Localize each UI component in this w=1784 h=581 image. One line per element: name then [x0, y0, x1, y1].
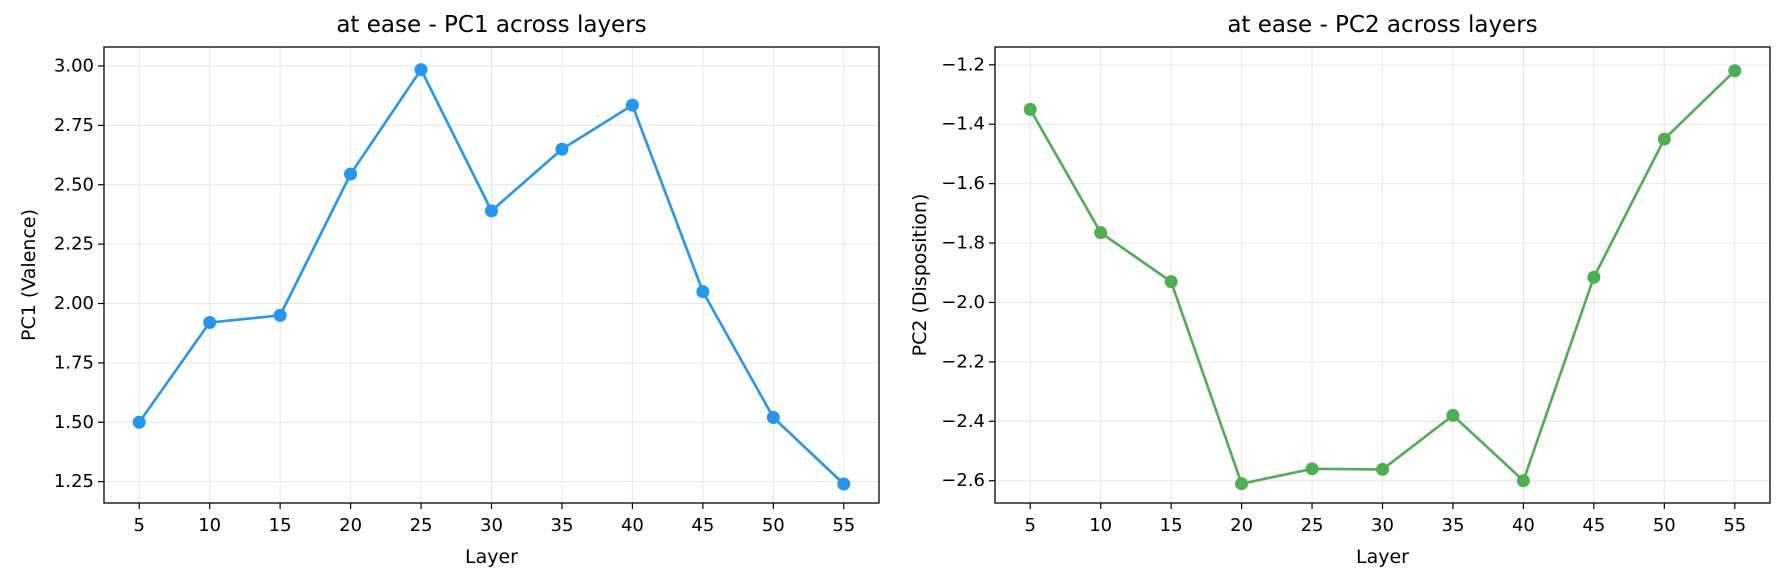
- pc2-data-point: [1023, 102, 1037, 116]
- pc1-data-point: [203, 316, 217, 329]
- pc2-data-point: [1094, 226, 1108, 240]
- pc1-x-tick-label: 50: [762, 515, 785, 536]
- pc2-x-tick-label: 20: [1230, 515, 1253, 536]
- pc2-x-tick-label: 40: [1512, 515, 1535, 536]
- pc1-y-tick-label: 1.50: [54, 412, 94, 433]
- pc2-x-tick-label: 5: [1025, 515, 1036, 536]
- pc1-x-tick-label: 30: [480, 515, 503, 536]
- pc1-data-point: [555, 142, 569, 156]
- pc2-x-tick-label: 10: [1089, 515, 1112, 536]
- pc1-y-tick-label: 2.50: [54, 174, 94, 195]
- pc2-x-tick-label: 45: [1582, 515, 1605, 536]
- pc2-y-tick-label: −2.6: [941, 470, 985, 491]
- pc1-y-tick-label: 2.25: [54, 234, 94, 255]
- pc2-data-point: [1164, 275, 1178, 289]
- pc1-y-tick-label: 3.00: [54, 56, 94, 77]
- pc1-y-tick-label: 1.25: [54, 471, 94, 492]
- pc1-x-tick-label: 5: [134, 515, 145, 536]
- pc1-data-point: [344, 167, 358, 181]
- pc2-data-point: [1587, 270, 1601, 284]
- pc1-x-tick-label: 10: [198, 515, 221, 536]
- pc1-y-axis-label: PC1 (Valence): [18, 209, 40, 341]
- pc1-data-point: [837, 477, 851, 491]
- pc2-y-tick-label: −1.2: [941, 54, 985, 75]
- pc2-data-point: [1235, 477, 1249, 491]
- pc2-x-tick-label: 55: [1723, 515, 1746, 536]
- pc1-grid: [104, 47, 879, 503]
- pc1-y-tick-label: 2.75: [54, 115, 94, 136]
- pc2-x-tick-label: 30: [1371, 515, 1394, 536]
- pc2-x-tick-label: 50: [1653, 515, 1676, 536]
- pc2-y-tick-label: −2.0: [941, 292, 985, 313]
- pc1-x-tick-label: 45: [691, 515, 714, 536]
- pc2-ticks: 5 10 15 20 25 30 35 40 45 50 55 −2.6 −2.4 −2.2 −2.0 −1.…: [941, 54, 1746, 536]
- pc2-grid: [995, 47, 1770, 503]
- pc1-x-tick-label: 15: [269, 515, 292, 536]
- pc1-x-tick-label: 55: [832, 515, 855, 536]
- pc2-data-point: [1446, 408, 1460, 422]
- pc2-data-point: [1305, 462, 1319, 476]
- pc1-x-tick-label: 40: [621, 515, 644, 536]
- pc2-y-tick-label: −1.6: [941, 173, 985, 194]
- pc2-x-tick-label: 25: [1301, 515, 1324, 536]
- pc1-data-point: [132, 415, 146, 429]
- pc2-data-point: [1728, 64, 1742, 78]
- pc2-y-tick-label: −2.4: [941, 411, 985, 432]
- pc1-data-point: [273, 308, 287, 322]
- pc2-chart-title: at ease - PC2 across layers: [1227, 12, 1537, 38]
- pc1-series: [132, 63, 851, 491]
- pc1-y-tick-label: 2.00: [54, 293, 94, 314]
- pc1-x-tick-label: 25: [410, 515, 433, 536]
- pc2-x-tick-label: 15: [1160, 515, 1183, 536]
- pc2-x-tick-label: 35: [1442, 515, 1465, 536]
- pc1-data-point: [766, 411, 780, 424]
- pc1-data-point: [485, 204, 498, 218]
- panel-pc1: 5 10 15 20 25 30 35 40 45 50 55 1.25 1.50 1.75 2.00 2.2…: [18, 12, 880, 568]
- pc2-x-axis-label: Layer: [1356, 546, 1409, 568]
- pc1-data-point: [414, 63, 428, 77]
- pc1-x-axis-label: Layer: [465, 546, 518, 568]
- panel-pc2: 5 10 15 20 25 30 35 40 45 50 55 −2.6 −2.4 −2.2 −2.0 −1.…: [909, 12, 1771, 568]
- pc1-plot-frame: [103, 46, 880, 504]
- pc2-data-point: [1516, 474, 1530, 488]
- pc2-plot-frame: [994, 46, 1771, 504]
- pc1-y-tick-label: 1.75: [54, 352, 94, 373]
- pc2-data-point: [1376, 462, 1389, 476]
- pc1-x-tick-label: 20: [339, 515, 362, 536]
- pc2-y-axis-label: PC2 (Disposition): [909, 194, 931, 357]
- pc2-data-point: [1657, 132, 1671, 146]
- pc1-ticks: 5 10 15 20 25 30 35 40 45 50 55 1.25 1.50 1.75 2.00 2.2…: [54, 56, 855, 537]
- pc1-data-point: [696, 285, 710, 299]
- pc1-chart-title: at ease - PC1 across layers: [336, 12, 646, 38]
- pc2-y-tick-label: −2.2: [941, 351, 985, 372]
- pc2-y-tick-label: −1.8: [941, 233, 985, 254]
- pc2-y-tick-label: −1.4: [941, 114, 985, 135]
- pc1-x-tick-label: 35: [551, 515, 574, 536]
- pc2-series: [1023, 64, 1742, 491]
- pc1-data-point: [625, 98, 639, 112]
